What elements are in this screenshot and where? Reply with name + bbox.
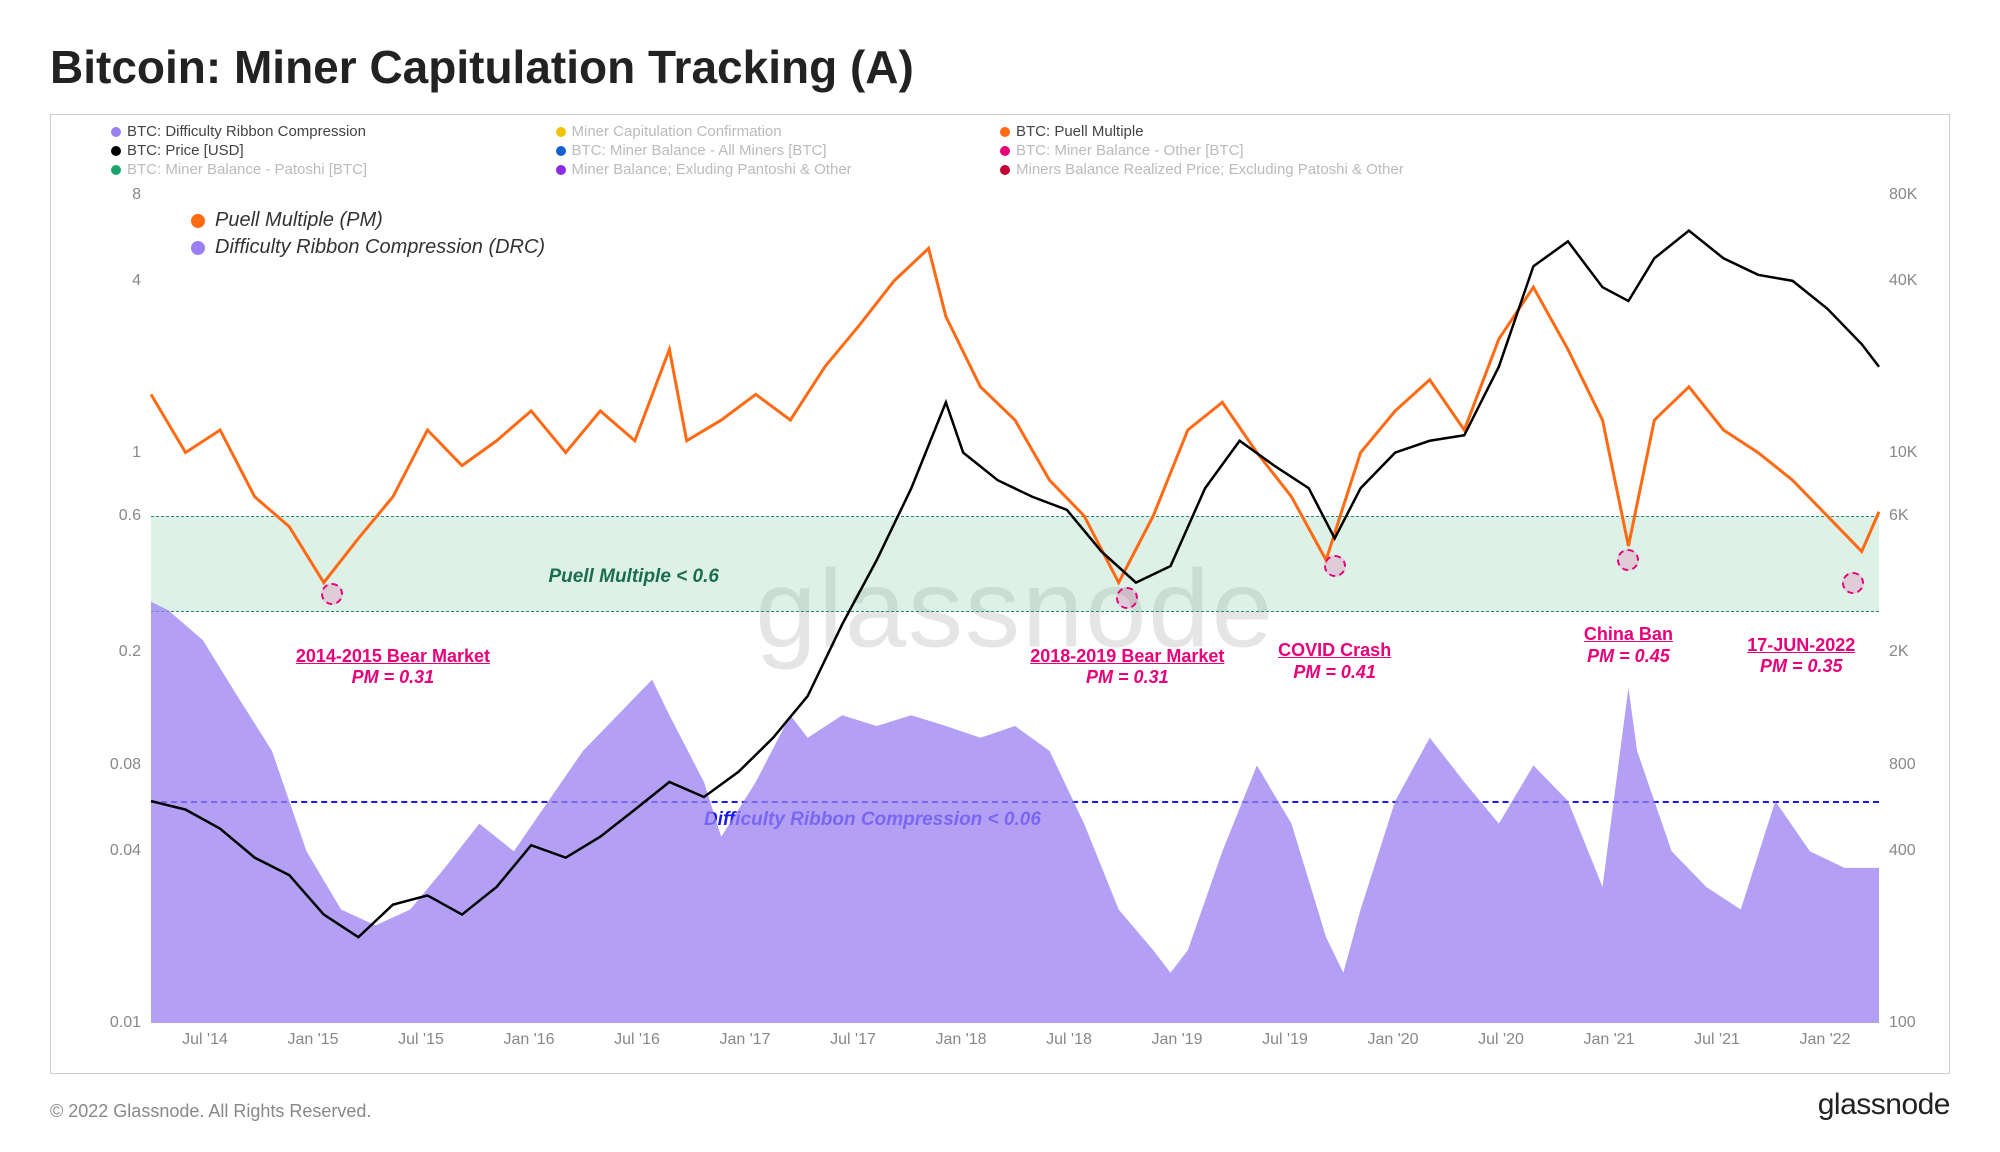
page-title: Bitcoin: Miner Capitulation Tracking (A) [50, 40, 1950, 94]
legend-top: BTC: Difficulty Ribbon CompressionMiner … [111, 123, 1889, 178]
chart-plot-area: glassnode Puell Multiple (PM)Difficulty … [151, 195, 1879, 1023]
chart-svg [151, 195, 1879, 1023]
page-footer: © 2022 Glassnode. All Rights Reserved. g… [50, 1088, 1950, 1122]
chart-frame: BTC: Difficulty Ribbon CompressionMiner … [50, 114, 1950, 1074]
brand-logo: glassnode [1818, 1088, 1950, 1122]
copyright: © 2022 Glassnode. All Rights Reserved. [50, 1101, 371, 1122]
